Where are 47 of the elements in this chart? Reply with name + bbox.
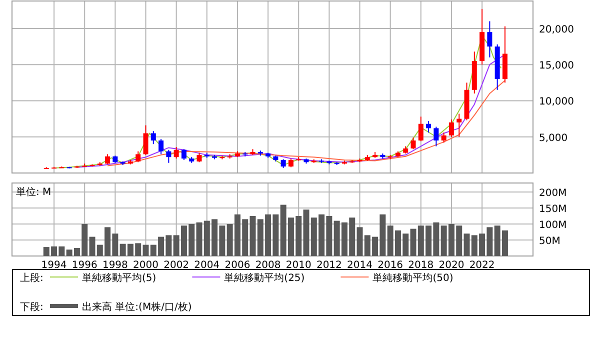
legend-title: 上段: (20, 272, 44, 284)
candlestick (174, 146, 179, 160)
x-tick-label: 2018 (408, 260, 434, 271)
candlestick (456, 113, 462, 138)
y-tick-label: 50M (539, 236, 560, 247)
x-tick-label: 2000 (133, 260, 158, 271)
x-tick-label: 2014 (347, 260, 372, 271)
candlestick (166, 149, 172, 164)
candlestick (150, 130, 156, 145)
x-tick-label: 2022 (469, 260, 495, 271)
candlestick (196, 152, 202, 163)
x-tick-label: 1994 (41, 260, 67, 271)
x-tick-label: 1998 (102, 260, 128, 271)
candlestick (434, 126, 439, 147)
y-tick-label: 20,000 (539, 24, 574, 36)
candlestick (418, 116, 424, 142)
candlestick (158, 138, 164, 155)
y-tick-label: 150M (539, 204, 567, 215)
y-tick-label: 15,000 (539, 60, 574, 72)
legend-label: 単純移動平均(50) (372, 272, 454, 284)
x-tick-label: 2020 (438, 260, 464, 271)
x-tick-label: 1996 (72, 260, 98, 271)
x-tick-label: 2006 (224, 260, 250, 271)
x-tick-label: 2002 (164, 260, 190, 271)
legend-title: 下段: (20, 301, 44, 313)
candlestick (426, 120, 432, 134)
x-tick-label: 2012 (316, 260, 342, 271)
legend-label: 単純移動平均(5) (82, 272, 156, 284)
legend-label: 出来高 単位:(M株/口/枚) (82, 301, 192, 313)
candlestick (181, 148, 186, 160)
x-tick-label: 2008 (255, 260, 281, 271)
legend-label: 単純移動平均(25) (224, 272, 305, 284)
y-tick-label: 200M (539, 188, 567, 199)
x-tick-label: 2010 (286, 260, 312, 271)
x-tick-label: 2004 (194, 260, 220, 271)
candlestick (143, 124, 148, 156)
y-tick-label: 10,000 (539, 96, 574, 108)
y-tick-label: 5,000 (539, 132, 568, 144)
candlestick (487, 20, 492, 58)
x-tick-label: 2016 (378, 260, 404, 271)
y-tick-label: 100M (539, 220, 567, 231)
candlestick (448, 119, 454, 138)
y-axis-title: 単位: M (16, 186, 52, 198)
candlestick (410, 137, 416, 150)
candlestick (136, 150, 141, 163)
candlestick (105, 154, 110, 165)
candlestick (441, 132, 446, 144)
